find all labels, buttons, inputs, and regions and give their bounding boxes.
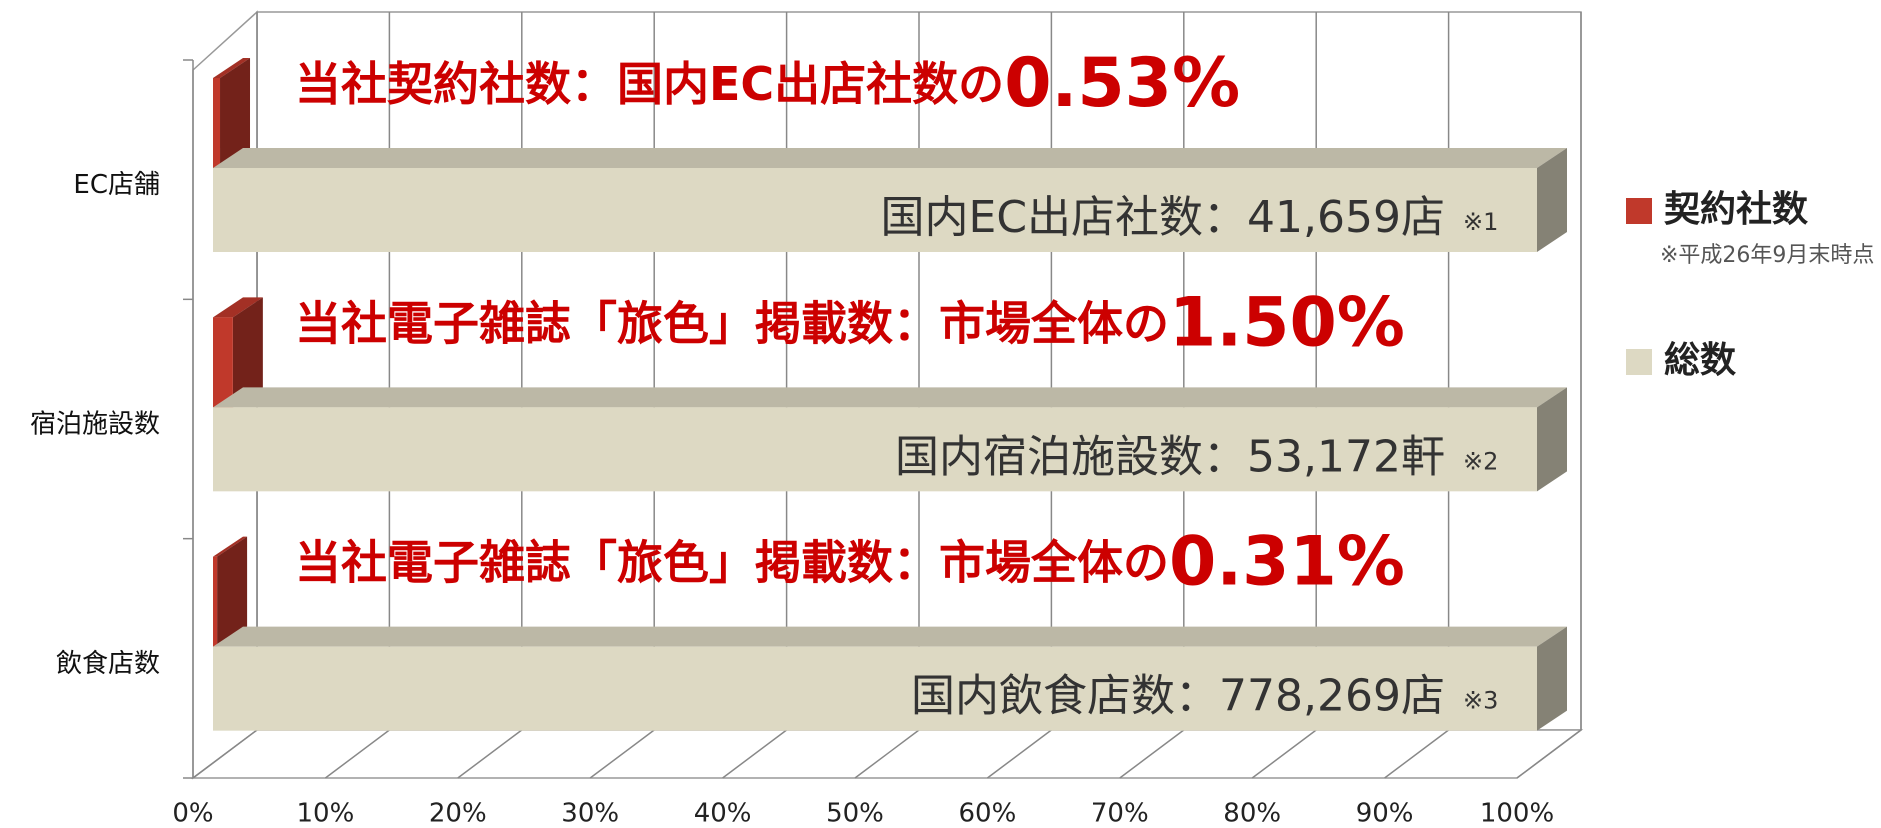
bar-side [1537, 148, 1567, 252]
x-tick-label: 90% [1356, 799, 1414, 828]
floor-grid-line [986, 729, 1052, 779]
floor-grid-line [1384, 729, 1450, 779]
annotation-text: 当社電子雑誌「旅色」掲載数：市場全体の [295, 296, 1169, 350]
bar-top [213, 387, 1567, 408]
bar-label: 国内宿泊施設数：53,172軒 [895, 431, 1445, 482]
x-tick-label: 10% [297, 799, 355, 828]
x-tick-label: 70% [1091, 799, 1149, 828]
floor-grid-line [457, 729, 523, 779]
x-tick-label: 50% [826, 799, 884, 828]
bar-side [232, 297, 263, 408]
bar-top [213, 148, 1567, 168]
legend-note: ※平成26年9月末時点 [1660, 243, 1874, 268]
bar-note: ※1 [1463, 208, 1498, 236]
bar-note: ※2 [1463, 447, 1498, 475]
bar-top [213, 58, 251, 78]
bar [213, 407, 1537, 492]
bar [213, 78, 221, 168]
x-tick-label: 20% [429, 799, 487, 828]
value-label: 0.31% [1169, 522, 1405, 601]
annotation: 当社電子雑誌「旅色」掲載数：市場全体の0.31% [295, 522, 1405, 601]
bar-label: 国内EC出店社数：41,659店 [881, 192, 1445, 243]
legend-swatch [1626, 349, 1652, 375]
bar-top [213, 297, 263, 318]
x-tick-label: 60% [959, 799, 1017, 828]
category-label: EC店舗 [73, 170, 160, 200]
legend-label: 総数 [1664, 340, 1736, 381]
bar [213, 646, 1537, 731]
bar-side [217, 536, 248, 647]
floor-grid-line [1119, 729, 1185, 779]
annotation: 当社電子雑誌「旅色」掲載数：市場全体の1.50% [295, 283, 1405, 362]
bar [213, 556, 218, 647]
bar-side [220, 58, 251, 168]
bar-label: 国内飲食店数：778,269店 [911, 671, 1445, 722]
category-label: 飲食店数 [56, 649, 160, 679]
x-tick-label: 100% [1480, 799, 1554, 828]
value-label: 0.53% [1004, 44, 1240, 123]
floor-grid-line [192, 729, 258, 779]
bar-side [1537, 387, 1567, 492]
x-tick-label: 30% [561, 799, 619, 828]
bar [213, 168, 1537, 252]
category-label: 宿泊施設数 [30, 410, 160, 440]
floor-grid-line [722, 729, 788, 779]
bar-top [213, 536, 248, 557]
bar-top [213, 626, 1567, 647]
x-tick-label: 0% [172, 799, 213, 828]
annotation: 当社契約社数：国内EC出店社数の0.53% [295, 44, 1240, 123]
floor-grid-line [1516, 729, 1582, 779]
legend-swatch [1626, 198, 1652, 224]
bar-note: ※3 [1463, 687, 1498, 715]
annotation-text: 当社契約社数：国内EC出店社数の [295, 57, 1004, 111]
x-tick-label: 80% [1223, 799, 1281, 828]
floor-grid-line [589, 729, 655, 779]
annotation-text: 当社電子雑誌「旅色」掲載数：市場全体の [295, 535, 1169, 589]
bar [213, 317, 233, 408]
value-label: 1.50% [1169, 283, 1405, 362]
floor-grid-line [1251, 729, 1317, 779]
x-tick-label: 40% [694, 799, 752, 828]
legend-label: 契約社数 [1664, 189, 1808, 230]
bar-side [1537, 626, 1567, 731]
floor-grid-line [854, 729, 920, 779]
floor-grid-line [324, 729, 390, 779]
